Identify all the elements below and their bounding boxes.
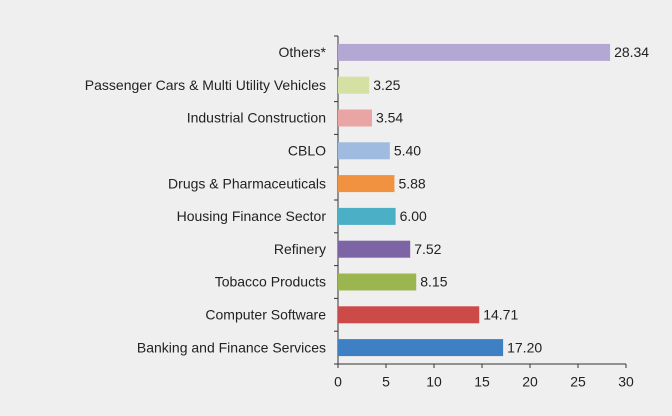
bar [338,273,417,291]
value-label: 5.40 [394,143,421,159]
bar [338,339,504,357]
category-label: Banking and Finance Services [137,339,326,355]
category-label: Others* [279,44,327,60]
bar [338,109,372,127]
category-label: CBLO [288,143,326,159]
category-label: Industrial Construction [187,110,326,126]
bar [338,240,411,258]
category-label: Housing Finance Sector [177,208,327,224]
bar [338,306,480,324]
value-label: 14.71 [483,307,518,323]
value-label: 6.00 [400,208,427,224]
x-tick-label: 20 [522,374,538,390]
value-label: 3.25 [373,77,400,93]
x-tick-label: 5 [382,374,390,390]
bar [338,175,395,193]
category-label: Tobacco Products [215,274,326,290]
x-tick-label: 15 [474,374,490,390]
x-tick-label: 30 [618,374,634,390]
x-tick-label: 10 [426,374,442,390]
bar [338,76,370,94]
value-label: 8.15 [420,274,447,290]
x-tick-label: 25 [570,374,586,390]
bar [338,43,611,61]
value-label: 17.20 [507,339,542,355]
bar [338,207,396,225]
bar [338,142,390,160]
value-label: 28.34 [614,44,649,60]
category-label: Computer Software [205,307,326,323]
category-label: Passenger Cars & Multi Utility Vehicles [85,77,326,93]
value-label: 5.88 [398,175,425,191]
x-tick-label: 0 [334,374,342,390]
category-label: Refinery [274,241,326,257]
value-label: 7.52 [414,241,441,257]
value-label: 3.54 [376,110,403,126]
category-label: Drugs & Pharmaceuticals [168,175,326,191]
